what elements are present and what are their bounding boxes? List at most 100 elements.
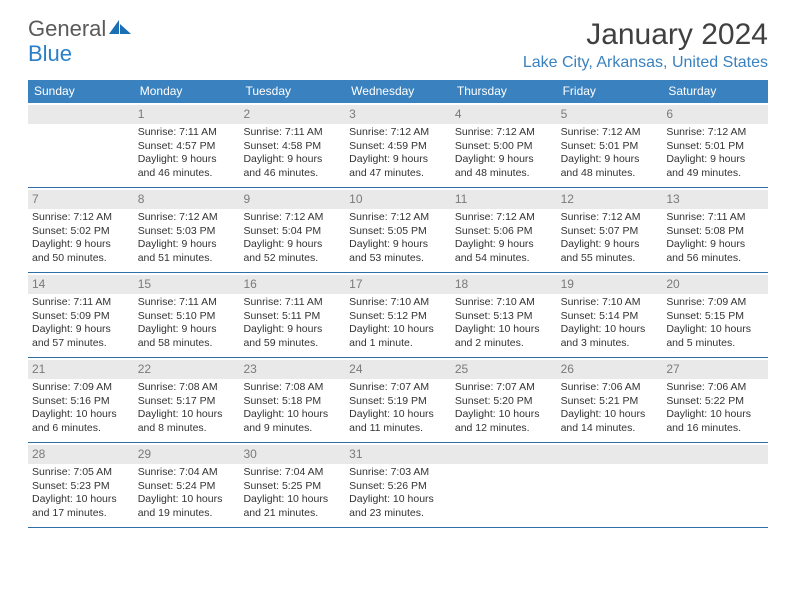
sunrise-text: Sunrise: 7:11 AM [138,126,236,139]
daylight-text: Daylight: 9 hours and 50 minutes. [32,238,130,265]
sunset-text: Sunset: 5:20 PM [455,395,553,408]
day-number: 25 [451,360,557,379]
day-number: 8 [134,190,240,209]
sunrise-text: Sunrise: 7:07 AM [349,381,447,394]
sunrise-text: Sunrise: 7:12 AM [561,211,659,224]
daylight-text: Daylight: 9 hours and 57 minutes. [32,323,130,350]
sunrise-text: Sunrise: 7:11 AM [138,296,236,309]
sunrise-text: Sunrise: 7:12 AM [243,211,341,224]
sunset-text: Sunset: 5:07 PM [561,225,659,238]
day-cell: 15Sunrise: 7:11 AMSunset: 5:10 PMDayligh… [134,273,240,357]
day-cell: 7Sunrise: 7:12 AMSunset: 5:02 PMDaylight… [28,188,134,272]
daylight-text: Daylight: 9 hours and 56 minutes. [666,238,764,265]
day-number: 10 [345,190,451,209]
sunset-text: Sunset: 4:57 PM [138,140,236,153]
sunrise-text: Sunrise: 7:09 AM [32,381,130,394]
daylight-text: Daylight: 10 hours and 1 minute. [349,323,447,350]
calendar: Sunday Monday Tuesday Wednesday Thursday… [28,80,768,528]
sunset-text: Sunset: 5:13 PM [455,310,553,323]
day-number [28,105,134,124]
day-cell: 2Sunrise: 7:11 AMSunset: 4:58 PMDaylight… [239,103,345,187]
sunset-text: Sunset: 5:21 PM [561,395,659,408]
daylight-text: Daylight: 10 hours and 14 minutes. [561,408,659,435]
day-number: 3 [345,105,451,124]
day-cell: 4Sunrise: 7:12 AMSunset: 5:00 PMDaylight… [451,103,557,187]
sunset-text: Sunset: 4:59 PM [349,140,447,153]
daylight-text: Daylight: 10 hours and 17 minutes. [32,493,130,520]
sunrise-text: Sunrise: 7:10 AM [455,296,553,309]
sunrise-text: Sunrise: 7:12 AM [349,126,447,139]
sunset-text: Sunset: 5:22 PM [666,395,764,408]
daylight-text: Daylight: 9 hours and 48 minutes. [561,153,659,180]
sunrise-text: Sunrise: 7:08 AM [138,381,236,394]
sunrise-text: Sunrise: 7:12 AM [666,126,764,139]
dow-friday: Friday [557,80,663,103]
day-cell: 8Sunrise: 7:12 AMSunset: 5:03 PMDaylight… [134,188,240,272]
daylight-text: Daylight: 10 hours and 16 minutes. [666,408,764,435]
week-row: 28Sunrise: 7:05 AMSunset: 5:23 PMDayligh… [28,443,768,528]
daylight-text: Daylight: 9 hours and 49 minutes. [666,153,764,180]
sunset-text: Sunset: 5:23 PM [32,480,130,493]
daylight-text: Daylight: 9 hours and 53 minutes. [349,238,447,265]
day-cell: 26 Sunrise: 7:06 AMSunset: 5:21 PMDayligh… [557,358,663,442]
daylight-text: Daylight: 10 hours and 11 minutes. [349,408,447,435]
sunset-text: Sunset: 5:25 PM [243,480,341,493]
day-number: 13 [662,190,768,209]
sunrise-text: Sunrise: 7:03 AM [349,466,447,479]
daylight-text: Daylight: 10 hours and 3 minutes. [561,323,659,350]
sunset-text: Sunset: 5:11 PM [243,310,341,323]
day-cell: 22Sunrise: 7:08 AMSunset: 5:17 PMDayligh… [134,358,240,442]
sunset-text: Sunset: 5:02 PM [32,225,130,238]
day-number [662,445,768,464]
day-cell: 10Sunrise: 7:12 AMSunset: 5:05 PMDayligh… [345,188,451,272]
day-cell: 21Sunrise: 7:09 AMSunset: 5:16 PMDayligh… [28,358,134,442]
day-number: 14 [28,275,134,294]
sunset-text: Sunset: 5:01 PM [561,140,659,153]
day-cell: 9Sunrise: 7:12 AMSunset: 5:04 PMDaylight… [239,188,345,272]
sunrise-text: Sunrise: 7:10 AM [349,296,447,309]
sunset-text: Sunset: 5:14 PM [561,310,659,323]
logo-blue: Blue [28,41,72,66]
dow-sunday: Sunday [28,80,134,103]
sunrise-text: Sunrise: 7:04 AM [243,466,341,479]
day-cell: 31Sunrise: 7:03 AMSunset: 5:26 PMDayligh… [345,443,451,527]
week-row: 21Sunrise: 7:09 AMSunset: 5:16 PMDayligh… [28,358,768,443]
day-number: 22 [134,360,240,379]
daylight-text: Daylight: 9 hours and 47 minutes. [349,153,447,180]
daylight-text: Daylight: 9 hours and 52 minutes. [243,238,341,265]
day-cell: 17Sunrise: 7:10 AMSunset: 5:12 PMDayligh… [345,273,451,357]
sunset-text: Sunset: 5:05 PM [349,225,447,238]
sunrise-text: Sunrise: 7:06 AM [561,381,659,394]
daylight-text: Daylight: 10 hours and 21 minutes. [243,493,341,520]
day-number: 19 [557,275,663,294]
sunrise-text: Sunrise: 7:06 AM [666,381,764,394]
day-number: 21 [28,360,134,379]
day-number: 26 [557,360,663,379]
header: General Blue January 2024 Lake City, Ark… [28,18,768,72]
day-number: 15 [134,275,240,294]
day-number: 6 [662,105,768,124]
daylight-text: Daylight: 9 hours and 46 minutes. [243,153,341,180]
sunset-text: Sunset: 5:00 PM [455,140,553,153]
day-cell: 6 Sunrise: 7:12 AMSunset: 5:01 PMDaylight… [662,103,768,187]
week-row: 1Sunrise: 7:11 AMSunset: 4:57 PMDaylight… [28,103,768,188]
sunset-text: Sunset: 5:01 PM [666,140,764,153]
day-number: 30 [239,445,345,464]
sunset-text: Sunset: 5:08 PM [666,225,764,238]
day-cell: 1 Sunrise: 7:11 AMSunset: 4:57 PMDaylight… [134,103,240,187]
sunrise-text: Sunrise: 7:11 AM [243,126,341,139]
daylight-text: Daylight: 9 hours and 51 minutes. [138,238,236,265]
day-cell: 24Sunrise: 7:07 AMSunset: 5:19 PMDayligh… [345,358,451,442]
daylight-text: Daylight: 9 hours and 59 minutes. [243,323,341,350]
day-cell: 14Sunrise: 7:11 AMSunset: 5:09 PMDayligh… [28,273,134,357]
day-number: 24 [345,360,451,379]
logo-general: General [28,16,106,41]
sunrise-text: Sunrise: 7:12 AM [455,126,553,139]
day-cell: 16Sunrise: 7:11 AMSunset: 5:11 PMDayligh… [239,273,345,357]
dow-saturday: Saturday [662,80,768,103]
sunrise-text: Sunrise: 7:10 AM [561,296,659,309]
day-number: 1 [134,105,240,124]
daylight-text: Daylight: 9 hours and 46 minutes. [138,153,236,180]
weeks-container: 1Sunrise: 7:11 AMSunset: 4:57 PMDaylight… [28,103,768,528]
day-cell: 20Sunrise: 7:09 AMSunset: 5:15 PMDayligh… [662,273,768,357]
